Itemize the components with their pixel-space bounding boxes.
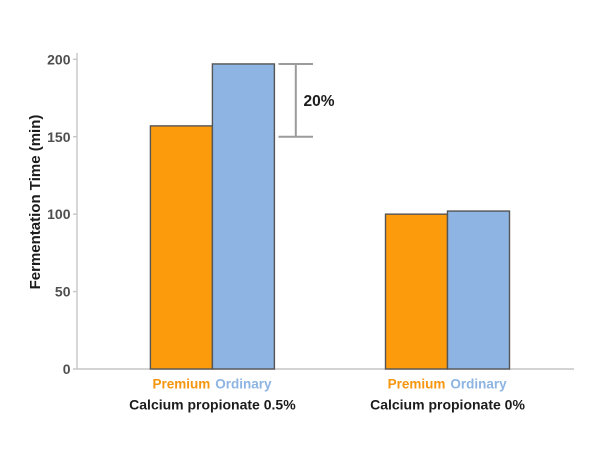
category-label-group1: Calcium propionate 0.5% bbox=[129, 397, 296, 413]
difference-annotation: 20% bbox=[304, 93, 335, 110]
bar-premium-group2 bbox=[384, 213, 449, 370]
bar-label-premium-group1: Premium bbox=[153, 376, 211, 391]
y-tick-label: 200 bbox=[47, 51, 71, 67]
y-tick-label: 150 bbox=[47, 129, 71, 145]
y-tick-label: 50 bbox=[55, 284, 71, 300]
bar-ordinary-group1 bbox=[211, 63, 276, 370]
bar-premium-group1 bbox=[149, 125, 214, 370]
bar-label-ordinary-group1: Ordinary bbox=[215, 376, 272, 391]
y-tick-label: 100 bbox=[47, 206, 71, 222]
bar-ordinary-group2 bbox=[446, 210, 511, 370]
y-tick-label: 0 bbox=[63, 361, 71, 377]
bar-label-ordinary-group2: Ordinary bbox=[450, 376, 507, 391]
bar-label-premium-group2: Premium bbox=[388, 376, 446, 391]
category-label-group2: Calcium propionate 0% bbox=[370, 397, 525, 413]
y-axis-title: Fermentation Time (min) bbox=[27, 115, 44, 290]
